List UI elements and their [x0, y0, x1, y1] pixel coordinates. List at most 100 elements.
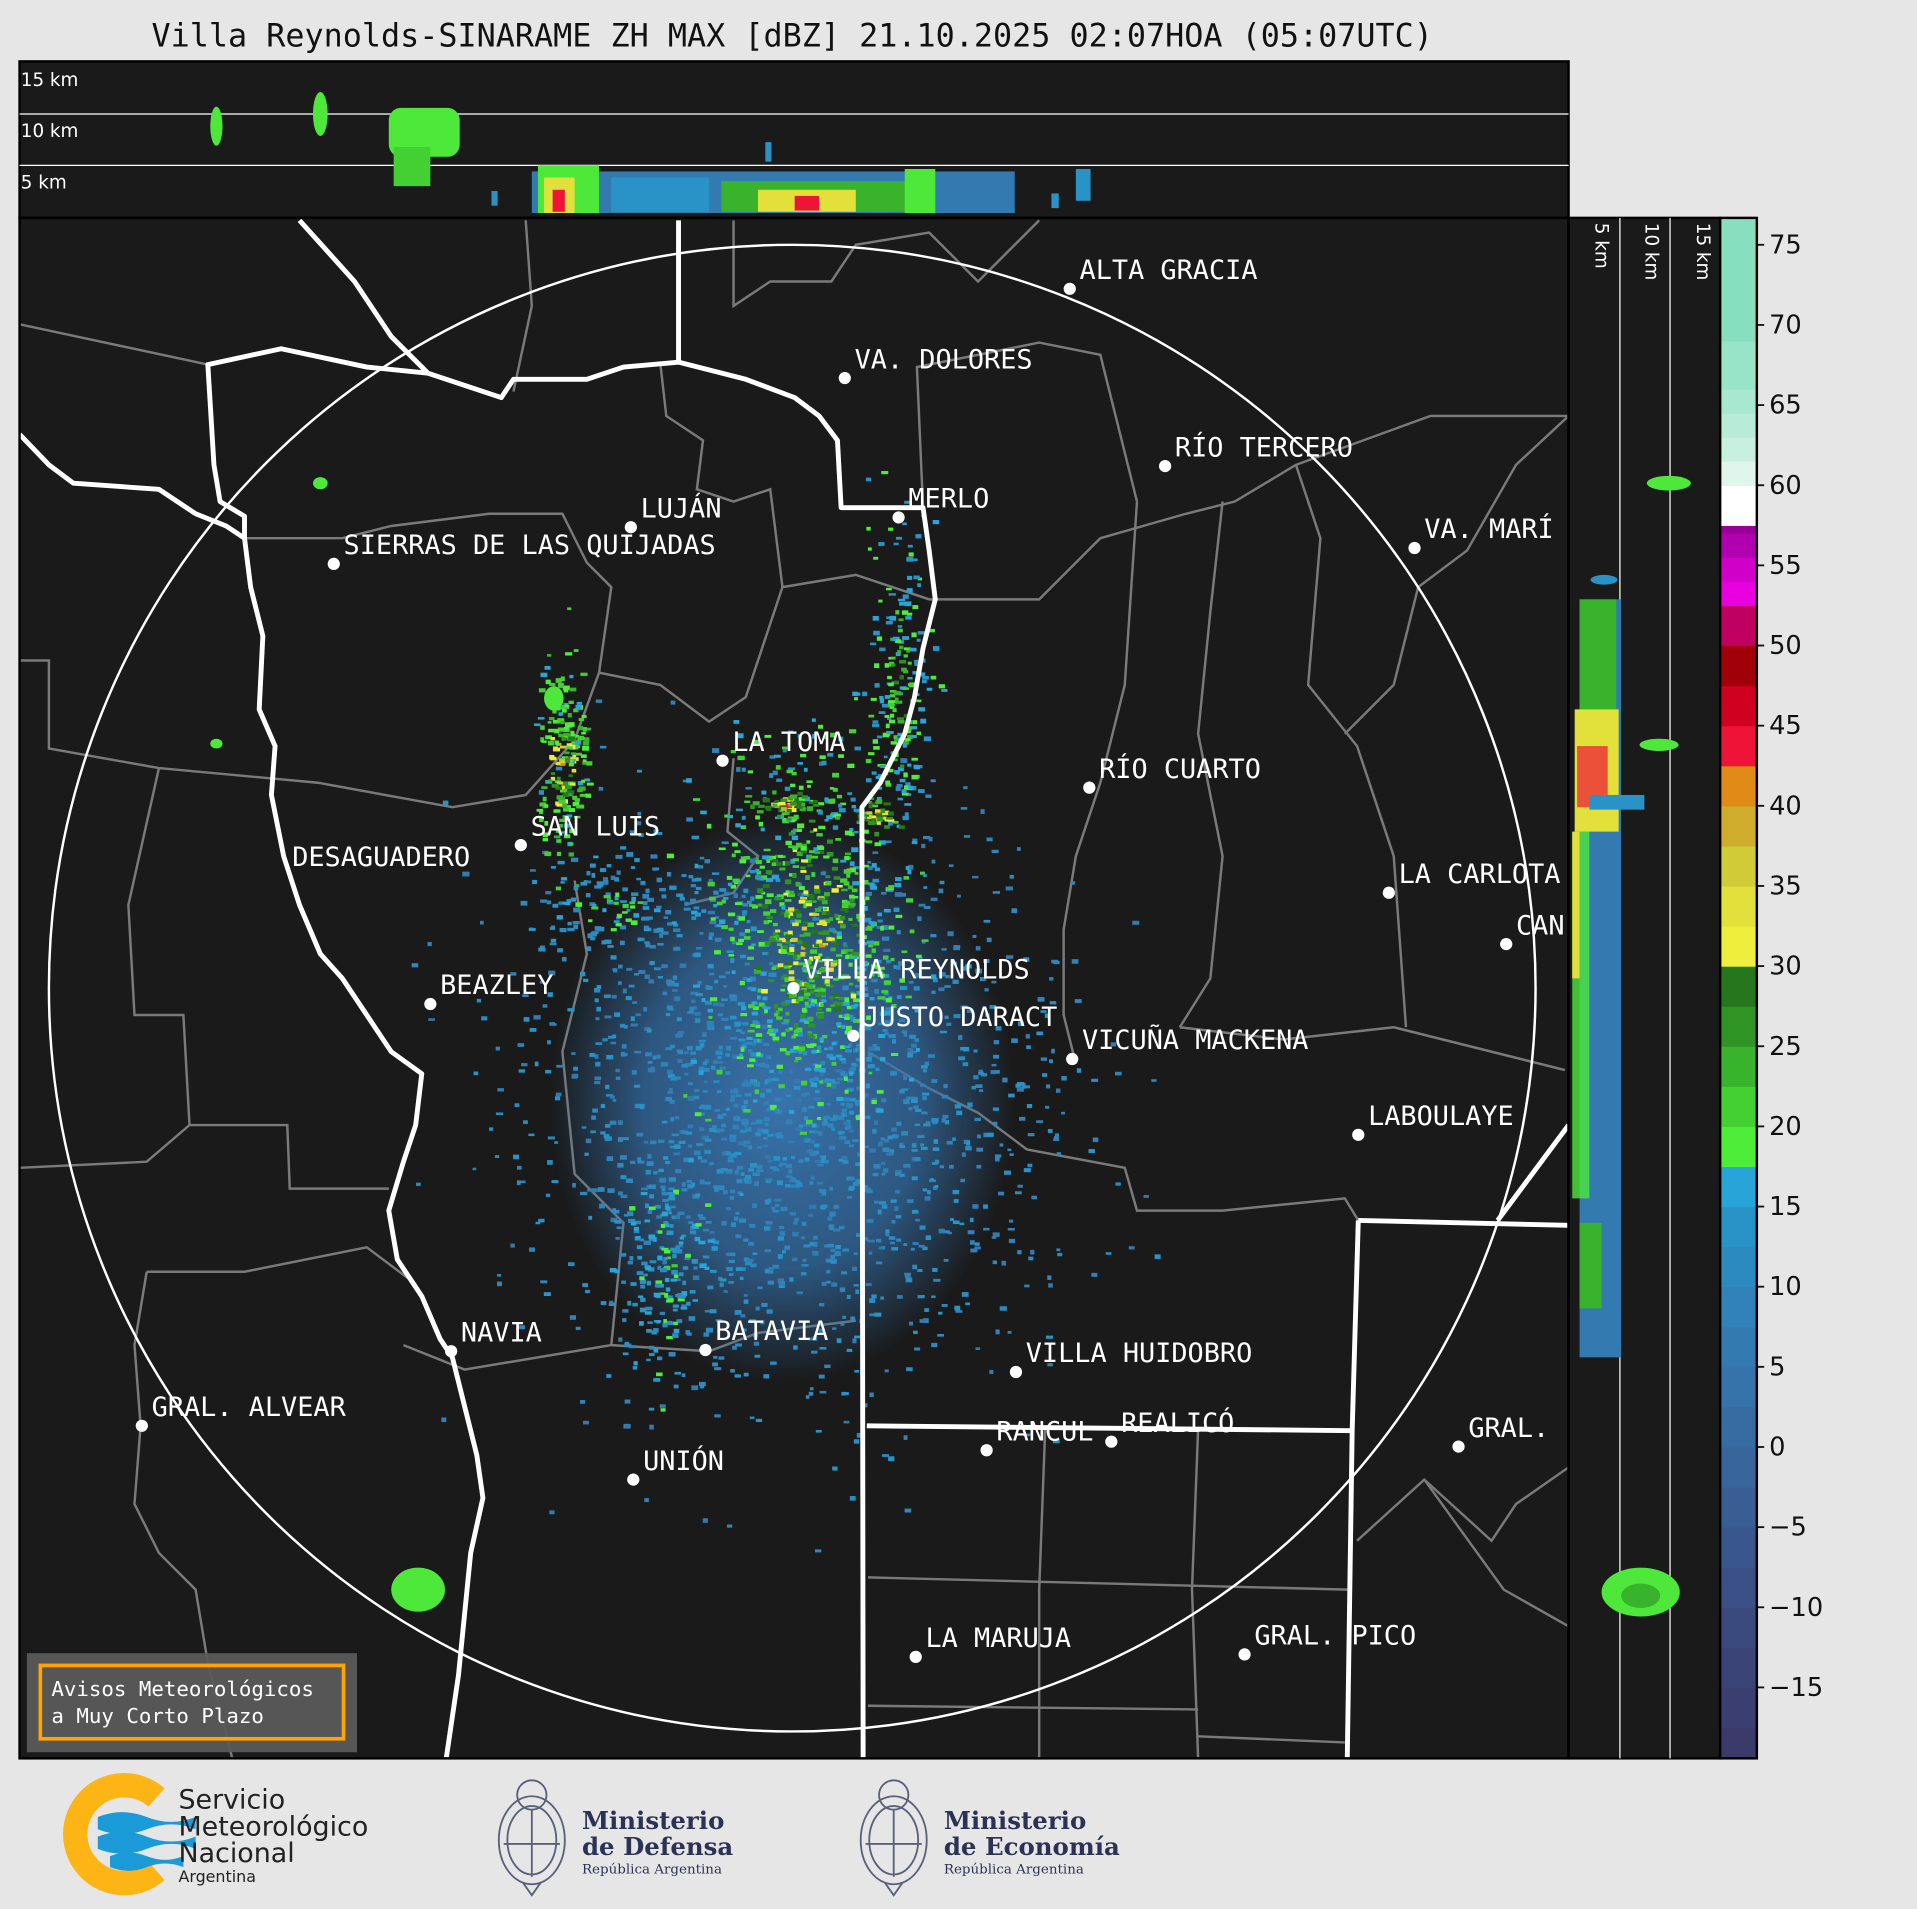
radar-echo-pixel [567, 607, 572, 611]
radar-echo-pixel [813, 955, 821, 960]
radar-echo-pixel [741, 1328, 747, 1332]
radar-echo-pixel [697, 981, 702, 985]
radar-echo-pixel [947, 931, 954, 937]
radar-echo-pixel [969, 1217, 974, 1223]
city-dot [1382, 886, 1395, 899]
radar-echo-pixel [571, 768, 577, 773]
radar-echo-pixel [907, 729, 911, 734]
radar-echo-pixel [823, 918, 831, 924]
radar-echo-pixel [1005, 886, 1014, 891]
radar-echo-pixel [568, 700, 574, 704]
radar-echo-pixel [785, 940, 792, 945]
radar-echo-pixel [647, 1067, 655, 1073]
radar-echo-pixel [671, 921, 677, 925]
radar-echo-pixel [709, 1269, 717, 1273]
radar-echo-pixel [547, 1160, 553, 1165]
radar-echo-pixel [790, 858, 795, 864]
radar-echo-pixel [813, 917, 820, 921]
radar-echo-pixel [865, 758, 872, 764]
radar-echo-pixel [790, 794, 798, 799]
radar-echo-pixel [818, 953, 823, 957]
radar-echo-pixel [778, 1070, 783, 1074]
radar-echo-pixel [875, 1067, 880, 1071]
radar-echo-pixel [785, 1051, 791, 1056]
radar-echo-pixel [869, 882, 875, 887]
radar-echo-pixel [814, 989, 820, 992]
radar-echo-pixel [782, 748, 787, 753]
radar-echo-pixel [831, 888, 839, 893]
radar-echo-pixel [869, 642, 877, 646]
radar-echo-pixel [763, 920, 769, 925]
radar-echo-pixel [807, 1033, 812, 1037]
radar-echo-pixel [884, 1369, 889, 1373]
radar-echo-pixel [831, 1061, 837, 1066]
radar-echo-pixel [541, 740, 547, 743]
radar-echo-pixel [788, 1069, 793, 1074]
radar-echo-pixel [969, 1240, 975, 1245]
radar-echo-pixel [890, 1199, 897, 1203]
radar-echo-pixel [849, 898, 855, 903]
radar-echo-pixel [938, 684, 945, 689]
radar-echo-pixel [944, 985, 951, 988]
radar-echo-pixel [817, 1181, 824, 1185]
radar-echo-pixel [691, 910, 698, 915]
radar-echo-pixel [630, 1221, 637, 1226]
radar-echo-pixel [562, 708, 567, 713]
radar-echo-pixel [761, 1024, 768, 1029]
radar-echo-pixel [908, 1107, 913, 1111]
radar-echo-pixel [791, 771, 797, 776]
radar-echo-pixel [975, 1347, 981, 1350]
radar-echo-pixel [728, 814, 734, 819]
radar-echo-pixel [750, 896, 755, 901]
radar-echo-pixel [799, 934, 805, 937]
radar-echo-pixel [1143, 1194, 1149, 1198]
radar-echo-pixel [870, 802, 875, 806]
radar-echo-pixel [673, 1321, 678, 1326]
radar-echo-pixel [1051, 1048, 1055, 1054]
radar-echo-pixel [756, 810, 764, 814]
radar-echo-pixel [673, 923, 679, 927]
city-label: LA TOMA [732, 727, 845, 758]
radar-echo-pixel [725, 1053, 731, 1057]
radar-echo-pixel [888, 1034, 896, 1039]
radar-echo-pixel [566, 743, 573, 747]
radar-echo-pixel [811, 718, 816, 722]
radar-echo-pixel [801, 795, 808, 799]
radar-echo-pixel [1052, 1439, 1060, 1444]
radar-echo-pixel [729, 1037, 738, 1040]
radar-echo-pixel [793, 1049, 800, 1053]
radar-echo-pixel [893, 542, 899, 546]
radar-echo-pixel [620, 1175, 627, 1180]
radar-echo-pixel [661, 931, 669, 935]
radar-echo-pixel [657, 976, 663, 979]
radar-echo-pixel [698, 1240, 706, 1245]
radar-echo-pixel [593, 855, 599, 859]
radar-echo-pixel [664, 1292, 669, 1298]
radar-echo-pixel [914, 661, 919, 666]
radar-echo-pixel [1051, 959, 1059, 964]
radar-echo-pixel [885, 780, 891, 785]
radar-echo-pixel [783, 931, 788, 936]
radar-echo-pixel [899, 778, 906, 783]
radar-echo-pixel [746, 1041, 753, 1045]
radar-echo-pixel [850, 1016, 856, 1022]
radar-echo-pixel [767, 1024, 772, 1028]
radar-echo-pixel [885, 1020, 891, 1025]
radar-echo-pixel [614, 877, 619, 882]
radar-echo-pixel [573, 744, 579, 750]
radar-echo-pixel [787, 930, 793, 936]
radar-echo-pixel [717, 1128, 725, 1132]
radar-echo-pixel [901, 792, 909, 796]
notice-box[interactable]: Avisos Meteorológicos a Muy Corto Plazo [26, 1653, 357, 1753]
radar-echo-pixel [833, 1253, 841, 1257]
colorbar-tick-label: 25 [1769, 1032, 1802, 1062]
radar-echo-pixel [876, 735, 883, 739]
colorbar-bin [1720, 966, 1757, 1007]
radar-echo-pixel [495, 1046, 500, 1051]
radar-echo-pixel [974, 1117, 981, 1122]
radar-echo-pixel [709, 1309, 717, 1314]
radar-echo-pixel [829, 787, 835, 790]
radar-echo-pixel [743, 1109, 751, 1113]
city-label: REALICÓ [1121, 1407, 1234, 1439]
